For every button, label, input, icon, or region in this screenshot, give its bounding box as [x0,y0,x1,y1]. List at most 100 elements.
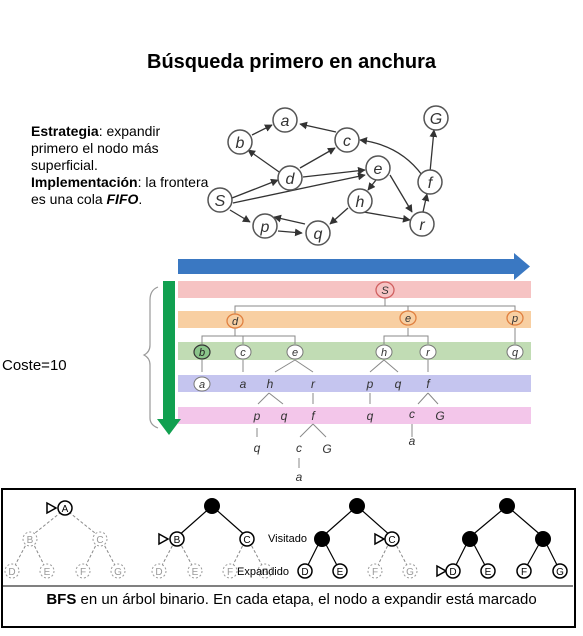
bfs-caption-bold: BFS [46,591,77,608]
bfs4-label-F: F [521,567,527,578]
tree-label-r: r [311,377,316,391]
bfs1-label-C: C [96,535,103,546]
bfs1-label-D: D [8,567,15,578]
tree-node-label: b [199,347,205,359]
band-level-4 [178,407,531,424]
bfs3-label-E: E [337,567,344,578]
bfs1-label-E: E [44,567,51,578]
blue-arrow [178,253,530,280]
tree-node-e: e [399,310,417,326]
graph-node-q: q [305,220,331,246]
graph-node-a: a [272,107,298,133]
bfs1-label-F: F [80,567,86,578]
tree-node-h: h [375,344,393,360]
bfs2-label-E: E [192,567,199,578]
page-title: Búsqueda primero en anchura [147,51,436,73]
bfs2-node-A [204,498,220,514]
bfs4-label-G: G [556,567,564,578]
tree-node-r: r [419,344,437,360]
tree-node-label: e [405,313,411,325]
tree-label-q: q [367,409,374,423]
graph-node-S: S [207,187,233,213]
tree-node-e2: e [286,344,304,360]
tree-node-a-circled: a [193,376,211,392]
tree-label-G: G [322,442,331,456]
bfs4-label-E: E [485,567,492,578]
expandido-label: Expandido [237,566,289,578]
graph-node-label: e [374,161,383,178]
graph-nodes: S a b c d e f G h p q r [207,105,449,246]
graph-node-label: h [356,194,365,211]
tree-node-label: c [240,347,246,359]
visitado-label: Visitado [268,533,307,545]
period: . [138,191,143,207]
strategy-desc: : expandir primero el nodo más superfici… [31,123,161,173]
implementation-label: Implementación [31,174,138,190]
strategy-text: Estrategia: expandir primero el nodo más… [31,123,211,208]
implementation-desc: : la frontera es una cola [31,174,209,207]
fifo-label: FIFO [106,191,139,207]
bfs3-label-C: C [388,535,395,546]
tree-plain-labels: a h r p q f p q f q c G q c G a a [240,377,445,484]
bfs1-label-A: A [62,504,69,515]
tree-label-q: q [395,377,402,391]
tree-label-a: a [409,434,416,448]
tree-label-p: p [253,409,261,423]
graph-node-label: d [286,171,296,188]
tree-label-c: c [409,407,415,421]
band-level-3 [178,375,531,392]
graph-node-label: f [428,175,434,192]
bfs2-label-G: G [261,567,269,578]
bfs4-node-C [535,531,551,547]
tree-label-h: h [267,377,274,391]
graph-node-b: b [227,129,253,155]
bfs4-node-A [499,498,515,514]
bfs1-label-B: B [27,535,34,546]
band-level-0 [178,281,531,298]
graph-node-e: e [365,155,391,181]
strategy-label: Estrategia [31,123,99,139]
graph-node-G: G [423,105,449,131]
bfs4-label-D: D [449,567,456,578]
tree-label-q: q [281,409,288,423]
band-level-2 [178,342,531,360]
tree-label-G: G [435,409,444,423]
state-graph [229,121,438,237]
bfs1-node-A [57,500,73,516]
tree-label-q: q [254,441,261,455]
tree-node-label: S [381,285,389,297]
graph-node-c: c [334,127,360,153]
bfs-caption: BFS en un árbol binario. En cada etapa, … [0,591,583,608]
graph-node-d: d [277,165,303,191]
bfs3-label-D: D [301,567,308,578]
coste-brace [142,286,159,429]
tree-node-c: c [234,344,252,360]
tree-node-q: q [506,344,524,360]
graph-node-label: q [314,226,323,243]
tree-node-p: p [506,310,524,326]
tree-label-f: f [426,377,431,391]
bfs3-label-G: G [406,567,414,578]
bfs2-label-D: D [155,567,162,578]
bfs4-node-B [462,531,478,547]
bfs1-label-G: G [114,567,122,578]
graph-node-label: S [215,193,226,210]
tree-label-p: p [366,377,374,391]
tree-node-b: b [193,344,211,360]
bfs-box [1,488,576,628]
bfs3-node-B [314,531,330,547]
bfs2-label-B: B [174,535,181,546]
tree-node-label: h [381,347,387,359]
tree-node-label: r [426,347,431,359]
tree-nodes: S d e p b c e h [193,281,524,392]
tree-node-S: S [375,281,395,299]
tree-label-a: a [296,470,303,484]
tree-label-a: a [240,377,247,391]
bfs-panel-4: D E F G [436,498,568,579]
tree-node-d: d [226,313,244,329]
graph-node-f: f [417,169,443,195]
bfs-caption-text: en un árbol binario. En cada etapa, el n… [76,591,537,608]
bfs-panel-3: C D E F G Visitado Expandido [237,498,418,579]
tree-label-f: f [311,409,316,423]
graph-node-h: h [347,188,373,214]
